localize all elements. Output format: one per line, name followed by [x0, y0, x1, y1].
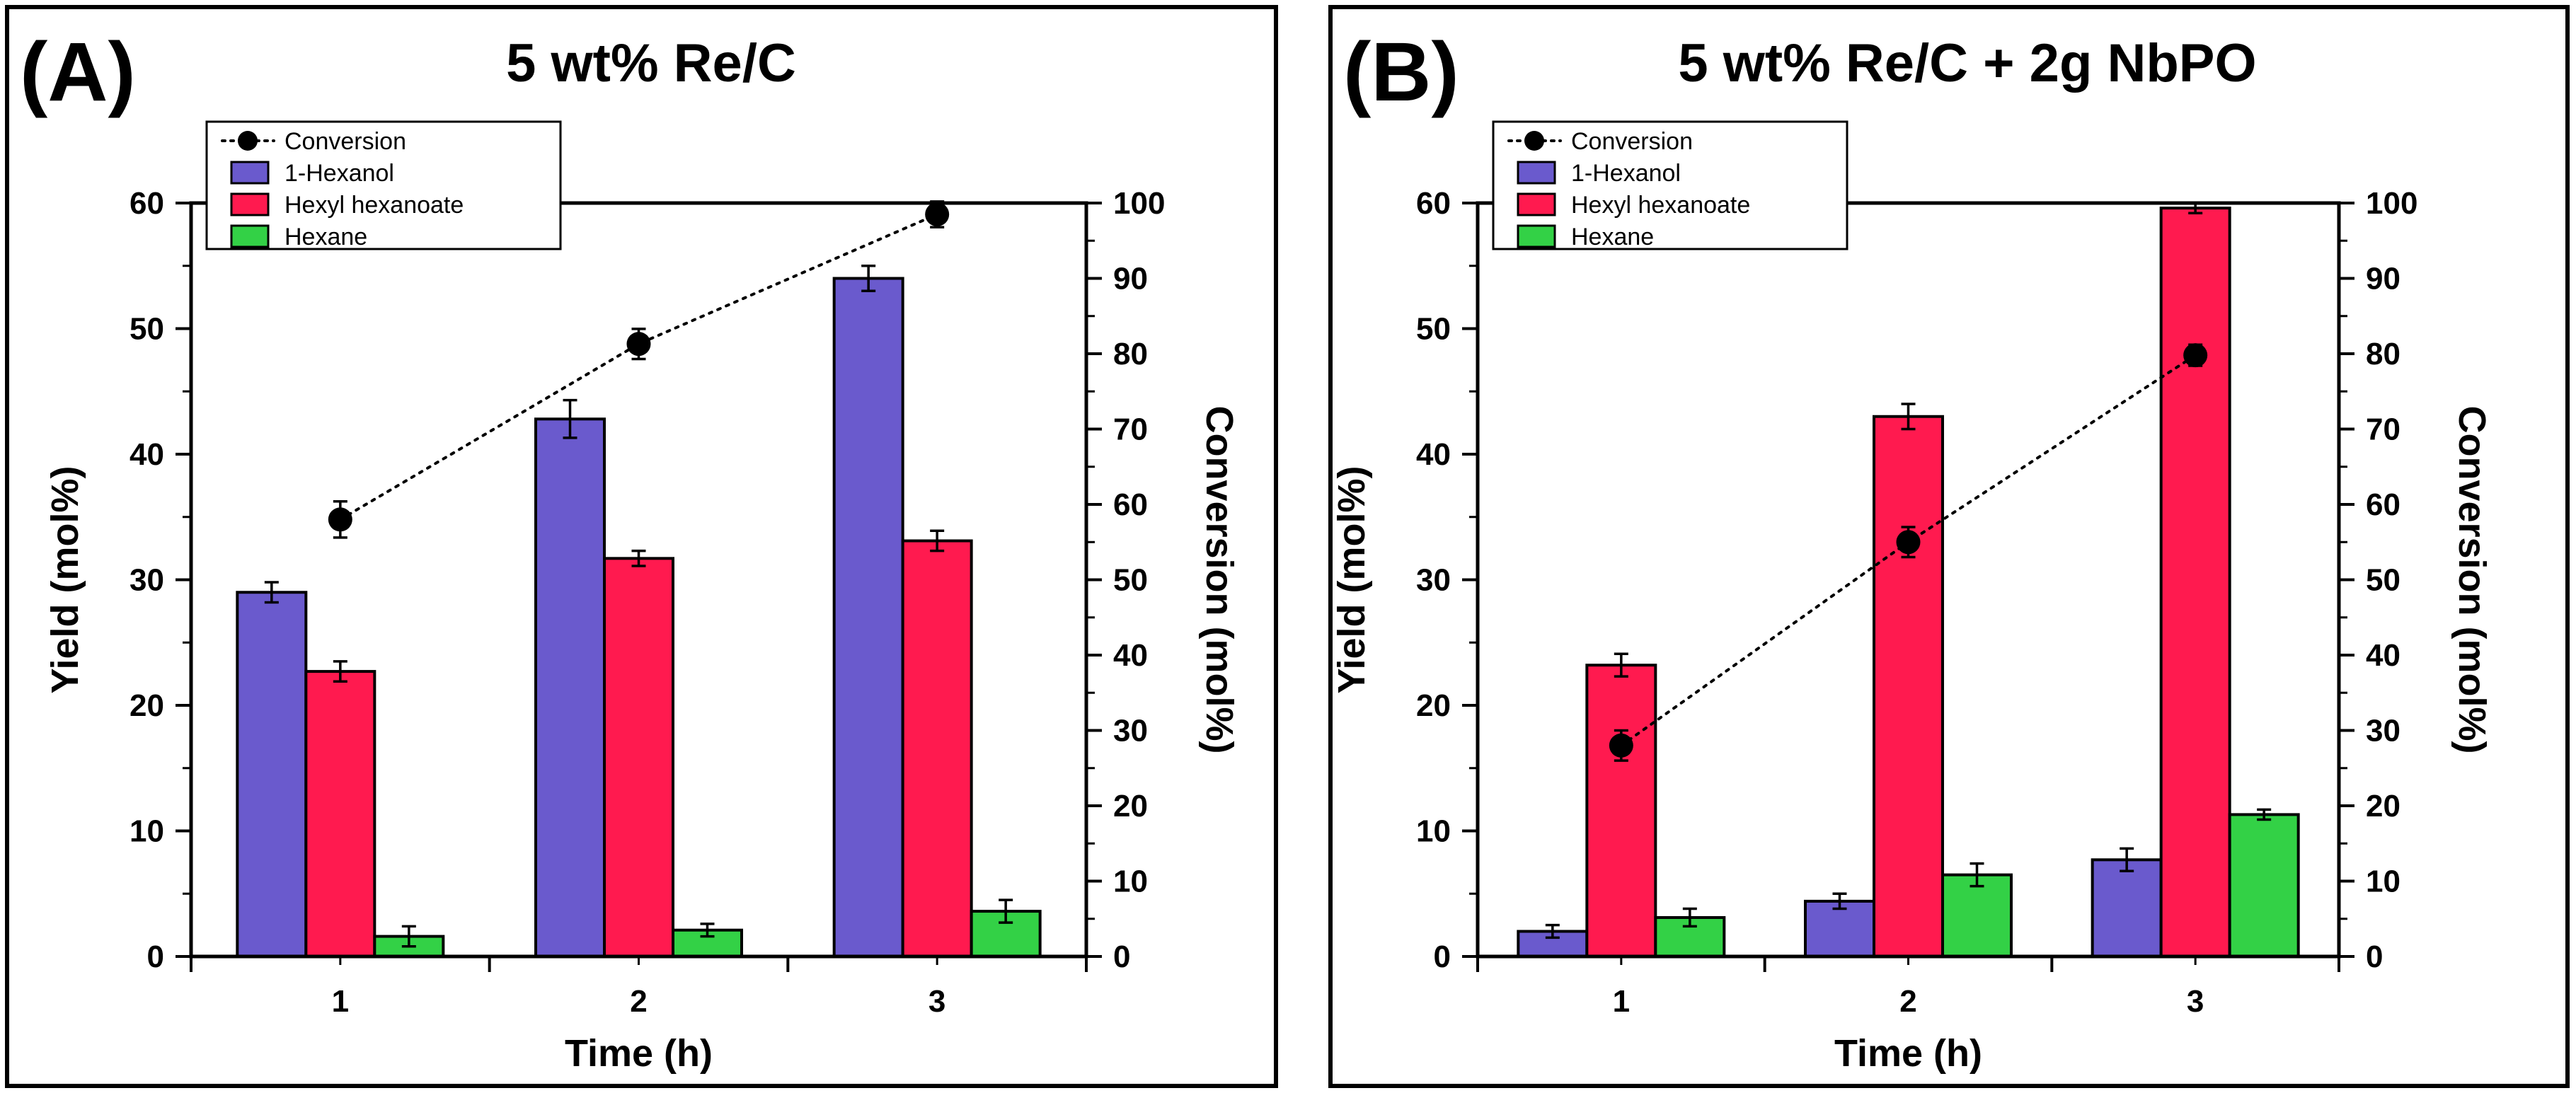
- legend: Conversion 1-Hexanol Hexyl hexanoate Hexane: [205, 120, 562, 250]
- plot-frame: [189, 201, 1088, 959]
- bar-hexane: [1941, 873, 2013, 958]
- y-axis-title: Yield (mol%): [1330, 465, 1373, 693]
- conversion-point: [1609, 733, 1633, 758]
- panel-label: (A): [20, 25, 136, 119]
- panel-b: (B) 5 wt% Re/C + 2g NbPO 0 10 20 30 40 50 60 0 10 2…: [1328, 5, 2570, 1088]
- y2-tick-label: 20: [2366, 789, 2400, 823]
- bar-hexyl-hexanoate: [1873, 415, 1944, 958]
- y2-tick-label: 0: [1113, 939, 1130, 974]
- y2-tick-label: 80: [1113, 337, 1148, 371]
- legend-swatch: [1517, 224, 1556, 248]
- bar-hexyl-hexanoate: [2159, 207, 2231, 959]
- bar-hexyl-hexanoate: [603, 557, 674, 958]
- x-tick-label: 3: [2187, 984, 2204, 1019]
- y2-tick-label: 30: [1113, 714, 1148, 748]
- y2-tick-label: 10: [2366, 864, 2400, 899]
- y2-tick-label: 40: [1113, 638, 1148, 673]
- bar-hexyl-hexanoate: [901, 539, 973, 958]
- conversion-point: [2183, 343, 2208, 368]
- x-tick-label: 2: [1899, 984, 1916, 1019]
- plot-frame: [1476, 201, 2341, 959]
- legend-swatch: [1517, 161, 1556, 185]
- y-tick-label: 30: [1416, 563, 1451, 598]
- y-axis-title: Yield (mol%): [44, 465, 86, 693]
- legend-conversion-marker: [1524, 131, 1544, 151]
- y-tick-label: 20: [1416, 688, 1451, 723]
- y2-tick-label: 80: [2366, 337, 2400, 371]
- conversion-line: [338, 212, 939, 521]
- conversion-point: [925, 202, 950, 226]
- y-tick-label: 50: [130, 312, 164, 347]
- y2-axis-title: Conversion (mol%): [1198, 405, 1241, 753]
- legend-label: 1-Hexanol: [1571, 160, 1681, 187]
- legend-label: Conversion: [284, 128, 406, 155]
- legend-label: Hexane: [1571, 224, 1654, 250]
- panel-frame: [1328, 5, 2570, 1088]
- y2-tick-label: 60: [2366, 487, 2400, 522]
- legend-label: Conversion: [1571, 128, 1693, 155]
- panel-a: (A) 5 wt% Re/C 0 10 20 30 40 50 60 0 10 20 30 40 50 60 7…: [5, 5, 1278, 1088]
- bar-1-hexanol: [236, 591, 308, 958]
- y-tick-label: 40: [130, 437, 164, 472]
- bar-1-hexanol: [2091, 858, 2163, 958]
- y2-tick-label: 30: [2366, 714, 2400, 748]
- y2-tick-label: 70: [2366, 412, 2400, 447]
- legend-label: Hexyl hexanoate: [284, 192, 464, 219]
- y2-tick-label: 40: [2366, 638, 2400, 673]
- y2-tick-label: 100: [2366, 186, 2417, 221]
- chart-title: 5 wt% Re/C: [506, 33, 796, 93]
- y2-tick-label: 0: [2366, 939, 2383, 974]
- legend-label: Hexyl hexanoate: [1571, 192, 1750, 219]
- y-tick-label: 0: [1434, 939, 1451, 974]
- x-tick-label: 2: [630, 984, 647, 1019]
- x-axis-title: Time (h): [1834, 1032, 1982, 1075]
- y-tick-label: 10: [130, 814, 164, 849]
- legend-label: Hexane: [284, 224, 367, 250]
- panel-frame: [5, 5, 1278, 1088]
- y-tick-label: 50: [1416, 312, 1451, 347]
- legend-swatch: [230, 192, 270, 216]
- legend-swatch: [230, 224, 270, 248]
- y2-tick-label: 20: [1113, 789, 1148, 823]
- y2-tick-label: 60: [1113, 487, 1148, 522]
- bar-hexyl-hexanoate: [304, 670, 376, 958]
- bar-hexane: [2228, 813, 2300, 959]
- x-tick-label: 1: [1613, 984, 1630, 1019]
- y2-tick-label: 90: [1113, 262, 1148, 296]
- legend-swatch: [230, 161, 270, 185]
- y-tick-label: 30: [130, 563, 164, 598]
- y2-tick-label: 10: [1113, 864, 1148, 899]
- y-tick-label: 60: [130, 186, 164, 221]
- y-tick-label: 40: [1416, 437, 1451, 472]
- conversion-point: [626, 332, 651, 357]
- legend-label: 1-Hexanol: [284, 160, 394, 187]
- x-tick-label: 3: [928, 984, 945, 1019]
- x-tick-label: 1: [332, 984, 349, 1019]
- panel-label: (B): [1343, 25, 1459, 119]
- bar-hexyl-hexanoate: [1585, 664, 1657, 958]
- y-tick-label: 60: [1416, 186, 1451, 221]
- y2-tick-label: 50: [2366, 563, 2400, 598]
- y-tick-label: 10: [1416, 814, 1451, 849]
- y2-axis-title: Conversion (mol%): [2451, 405, 2493, 753]
- y-tick-label: 0: [147, 939, 164, 974]
- y2-tick-label: 50: [1113, 563, 1148, 598]
- y2-tick-label: 70: [1113, 412, 1148, 447]
- legend-conversion-marker: [238, 131, 258, 151]
- y2-tick-label: 90: [2366, 262, 2400, 296]
- bar-1-hexanol: [832, 277, 904, 958]
- chart-title: 5 wt% Re/C + 2g NbPO: [1678, 33, 2256, 93]
- bar-1-hexanol: [534, 417, 606, 958]
- x-axis-title: Time (h): [565, 1032, 713, 1075]
- conversion-point: [328, 507, 352, 532]
- legend: Conversion 1-Hexanol Hexyl hexanoate Hexane: [1492, 120, 1848, 250]
- legend-swatch: [1517, 192, 1556, 216]
- conversion-point: [1896, 530, 1921, 555]
- y2-tick-label: 100: [1113, 186, 1165, 221]
- y-tick-label: 20: [130, 688, 164, 723]
